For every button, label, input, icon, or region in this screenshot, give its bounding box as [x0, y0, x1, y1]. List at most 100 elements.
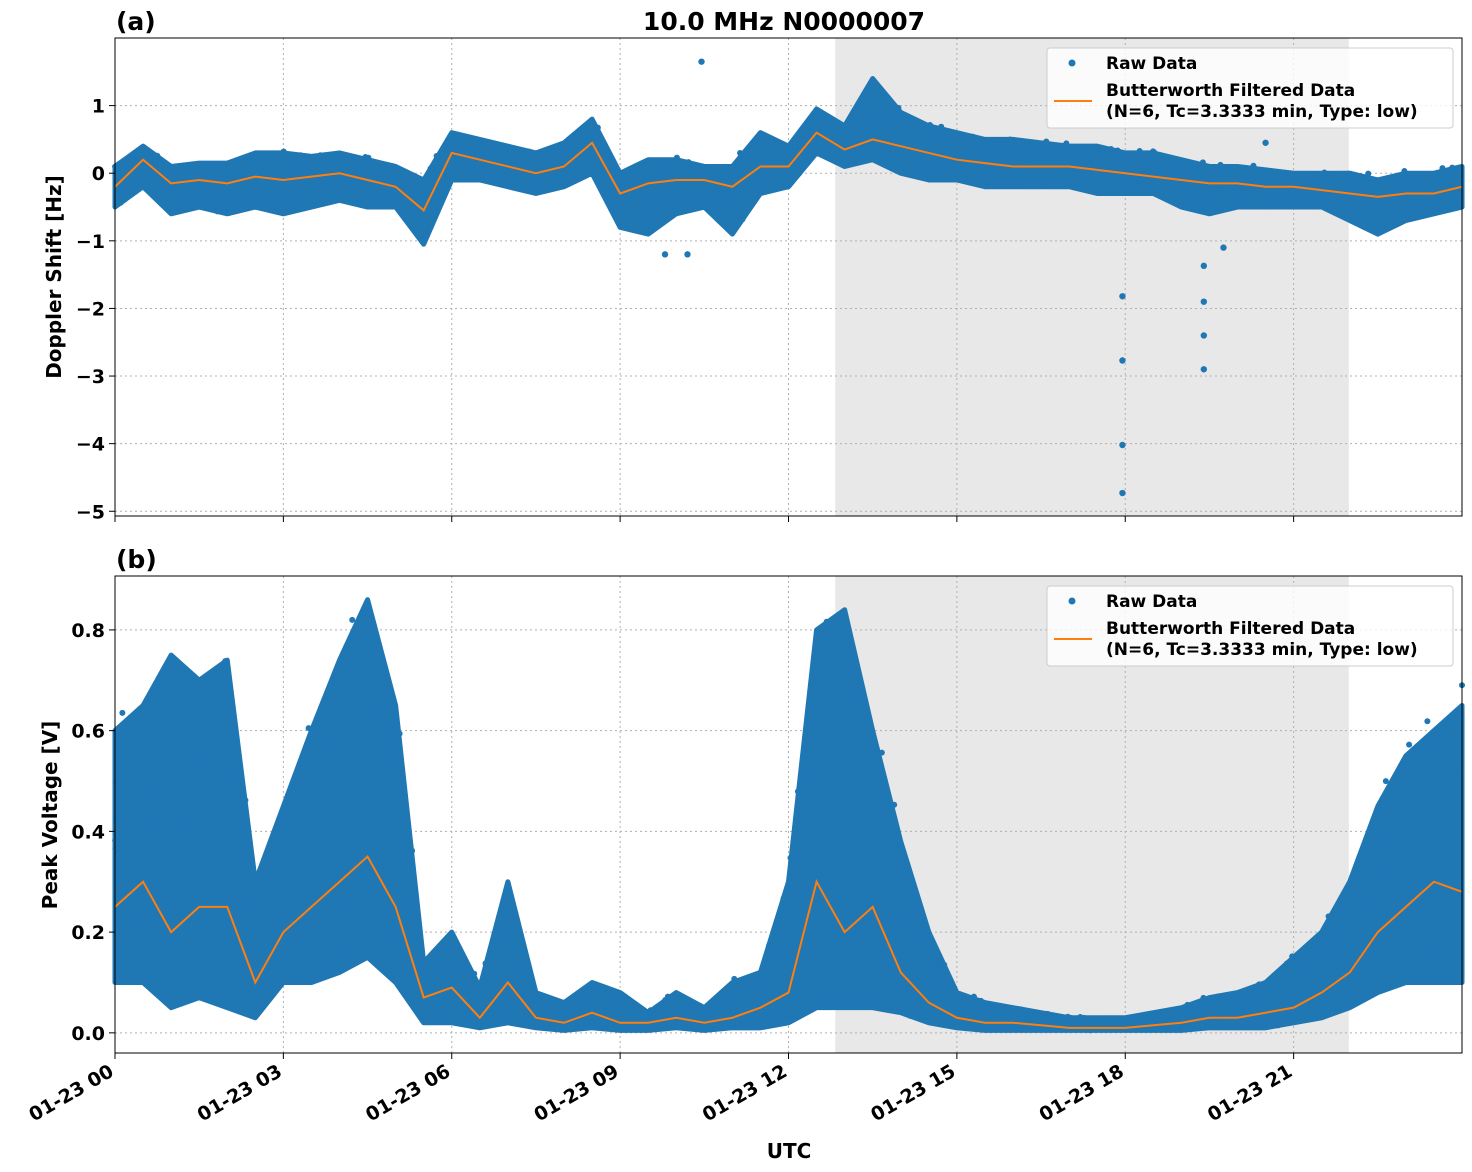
raw-data-point	[1193, 1011, 1200, 1018]
raw-data-point	[221, 923, 228, 930]
legend-entry: Butterworth Filtered Data	[1106, 81, 1355, 101]
raw-data-point	[1295, 1008, 1302, 1015]
raw-data-point	[615, 219, 622, 226]
raw-data-point	[1027, 155, 1034, 162]
raw-data-point	[1428, 800, 1435, 807]
raw-data-point	[656, 1004, 663, 1011]
raw-data-point	[114, 165, 121, 172]
raw-data-point	[283, 909, 290, 916]
raw-data-point	[244, 897, 251, 904]
raw-data-point	[483, 966, 490, 973]
raw-data-point	[1220, 187, 1227, 194]
raw-data-point	[495, 924, 502, 931]
raw-data-point	[908, 932, 915, 939]
raw-data-point	[1127, 156, 1134, 163]
raw-data-point	[1348, 208, 1355, 215]
raw-data-point	[235, 172, 242, 179]
raw-data-point	[1022, 173, 1029, 180]
raw-data-point	[968, 1025, 975, 1032]
raw-data-point	[601, 1017, 608, 1024]
raw-data-point	[965, 1004, 972, 1011]
raw-data-point	[1300, 189, 1307, 196]
raw-data-point	[1398, 178, 1405, 185]
raw-data-point	[1076, 151, 1083, 158]
raw-data-point	[622, 998, 629, 1005]
raw-data-point	[512, 174, 519, 181]
raw-data-point	[699, 190, 706, 197]
raw-data-point	[775, 141, 782, 148]
raw-data-point	[231, 186, 238, 193]
raw-data-point	[787, 854, 794, 861]
raw-data-point	[718, 198, 725, 205]
raw-data-point	[1226, 1011, 1233, 1018]
raw-data-point	[944, 990, 951, 997]
raw-data-point	[1434, 887, 1441, 894]
raw-data-point	[324, 843, 331, 850]
raw-data-point	[215, 997, 222, 1004]
raw-data-point	[216, 187, 223, 194]
raw-data-point	[544, 1002, 551, 1009]
raw-data-point	[344, 667, 351, 674]
raw-data-point	[718, 995, 725, 1002]
raw-data-point	[1207, 194, 1214, 201]
raw-data-point	[956, 176, 963, 183]
raw-data-point	[280, 207, 287, 214]
raw-data-point	[1199, 159, 1206, 166]
raw-data-point	[226, 209, 233, 216]
raw-data-point	[429, 959, 436, 966]
raw-data-point	[1325, 956, 1332, 963]
raw-data-point	[128, 800, 135, 807]
raw-data-point	[862, 915, 869, 922]
raw-data-point	[1217, 161, 1224, 168]
raw-data-point	[1021, 147, 1028, 154]
raw-data-point	[911, 900, 918, 907]
raw-data-point	[378, 192, 385, 199]
raw-data-outlier	[1220, 244, 1227, 251]
raw-data-point	[1066, 151, 1073, 158]
raw-data-point	[911, 951, 918, 958]
raw-data-point	[202, 187, 209, 194]
raw-data-point	[441, 180, 448, 187]
raw-data-point	[1298, 963, 1305, 970]
raw-data-point	[226, 193, 233, 200]
raw-data-point	[939, 138, 946, 145]
raw-data-point	[283, 150, 290, 157]
raw-data-point	[371, 919, 378, 926]
raw-data-point	[1154, 162, 1161, 169]
raw-data-point	[823, 618, 830, 625]
raw-data-point	[374, 714, 381, 721]
raw-data-point	[614, 1011, 621, 1018]
raw-data-point	[139, 806, 146, 813]
raw-data-point	[258, 956, 265, 963]
raw-data-point	[1112, 1018, 1119, 1025]
raw-data-point	[1101, 1020, 1108, 1027]
raw-data-point	[345, 953, 352, 960]
raw-data-point	[1412, 867, 1419, 874]
raw-data-point	[1358, 934, 1365, 941]
raw-data-point	[550, 1008, 557, 1015]
raw-data-point	[312, 181, 319, 188]
raw-data-point	[1071, 170, 1078, 177]
raw-data-point	[702, 183, 709, 190]
raw-data-point	[213, 168, 220, 175]
raw-data-point	[797, 164, 804, 171]
raw-data-point	[901, 946, 908, 953]
raw-data-point	[267, 922, 274, 929]
raw-data-point	[1090, 172, 1097, 179]
raw-data-point	[157, 956, 164, 963]
raw-data-point	[1149, 165, 1156, 172]
raw-data-point	[655, 190, 662, 197]
raw-data-point	[179, 948, 186, 955]
raw-data-point	[956, 134, 963, 141]
raw-data-point	[1043, 138, 1050, 145]
raw-data-point	[1290, 180, 1297, 187]
raw-data-point	[1247, 177, 1254, 184]
raw-data-point	[140, 144, 147, 151]
raw-data-point	[1336, 953, 1343, 960]
raw-data-point	[487, 1021, 494, 1028]
raw-data-point	[1265, 168, 1272, 175]
raw-data-point	[324, 737, 331, 744]
raw-data-point	[1283, 178, 1290, 185]
raw-data-point	[1297, 951, 1304, 958]
raw-data-point	[1404, 756, 1411, 763]
